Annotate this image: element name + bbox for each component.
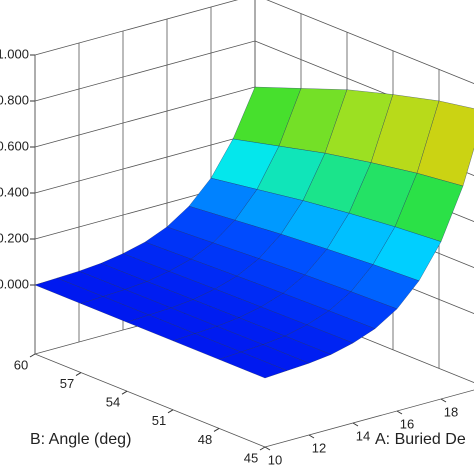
y-tick-label: 45 xyxy=(244,450,258,465)
y-tick-label: 51 xyxy=(152,413,166,428)
z-tick-label: 0.800 xyxy=(0,92,29,107)
y-tick xyxy=(259,446,266,451)
grid-line xyxy=(34,132,256,194)
floor-edge xyxy=(34,353,266,448)
z-tick-label: 0.600 xyxy=(0,138,29,153)
x-tick xyxy=(308,434,315,439)
y-tick xyxy=(29,353,36,358)
x-tick-label: 18 xyxy=(444,404,458,419)
grid-line xyxy=(266,0,474,84)
grid-line xyxy=(34,40,256,102)
y-tick xyxy=(167,409,174,414)
floor-edge xyxy=(264,389,474,448)
y-tick xyxy=(75,372,82,377)
y-axis-title: B: Angle (deg) xyxy=(30,431,131,448)
z-tick-label: 0.200 xyxy=(0,230,29,245)
y-tick xyxy=(121,390,128,395)
x-tick xyxy=(264,446,271,451)
x-tick-label: 12 xyxy=(312,440,326,455)
x-axis-title: A: Buried De xyxy=(375,431,466,448)
x-tick-label: 14 xyxy=(356,428,370,443)
x-tick-label: 16 xyxy=(400,416,414,431)
z-tick-label: 1.000 xyxy=(0,46,29,61)
z-tick-label: 0.400 xyxy=(0,184,29,199)
grid-line xyxy=(34,86,256,148)
y-tick-label: 57 xyxy=(60,376,74,391)
y-tick-label: 48 xyxy=(198,432,212,447)
y-tick xyxy=(213,427,220,432)
grid-line xyxy=(34,0,239,56)
y-tick-label: 54 xyxy=(106,395,120,410)
x-tick xyxy=(396,410,403,415)
x-tick xyxy=(440,398,447,403)
x-tick xyxy=(352,422,359,427)
z-tick-label: 0.000 xyxy=(0,276,29,291)
x-tick-label: 10 xyxy=(268,452,282,467)
y-tick-label: 60 xyxy=(14,357,28,372)
surface-patch xyxy=(218,351,288,379)
surface xyxy=(34,86,474,379)
labels: B: Angle (deg) A: Buried De 0.000 0.200 0.… xyxy=(0,46,466,467)
